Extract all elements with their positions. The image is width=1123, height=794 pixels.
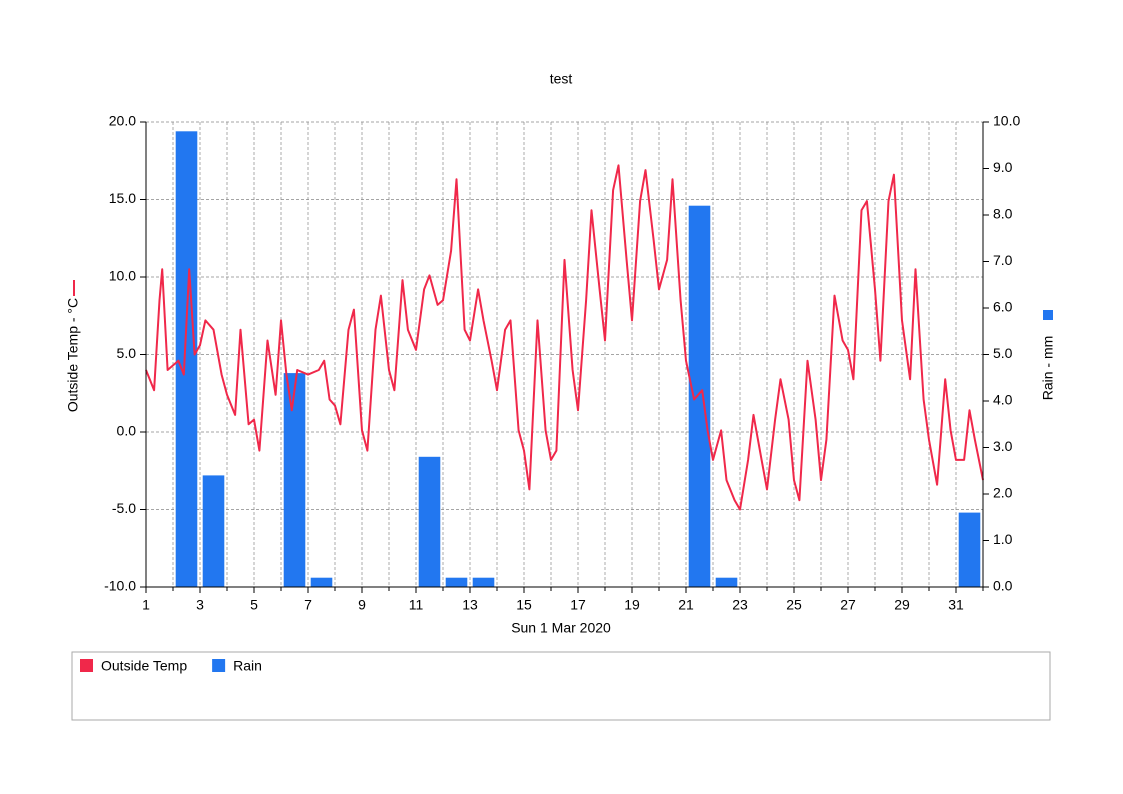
y2-tick-label: 2.0	[993, 485, 1013, 501]
legend-label: Outside Temp	[101, 658, 187, 674]
bar	[715, 577, 738, 587]
y2-tick-label: 5.0	[993, 345, 1013, 361]
x-tick-label: 1	[142, 597, 150, 613]
bar	[202, 475, 225, 587]
x-tick-label: 25	[786, 597, 802, 613]
legend-box	[71, 651, 1051, 721]
bar	[472, 577, 495, 587]
line	[145, 164, 984, 511]
y-tick-label: -10.0	[104, 578, 136, 594]
y2-tick-label: 1.0	[993, 531, 1013, 547]
y2-tick-label: 4.0	[993, 392, 1013, 408]
y-tick-label: -5.0	[112, 500, 136, 516]
x-tick-label: 31	[948, 597, 964, 613]
x-tick-label: 3	[196, 597, 204, 613]
chart-title: test	[550, 71, 573, 87]
legend-swatch	[212, 659, 226, 672]
x-tick-label: 7	[304, 597, 312, 613]
bar	[283, 373, 306, 587]
y2-tick-label: 10.0	[993, 113, 1020, 129]
x-tick-label: 11	[409, 597, 424, 613]
y-tick-label: 5.0	[117, 345, 137, 361]
bar	[688, 205, 711, 587]
x-tick-label: 27	[840, 597, 856, 613]
y2-tick-label: 6.0	[993, 299, 1013, 315]
bar	[958, 512, 981, 587]
bar	[418, 456, 441, 587]
y2-tick-label: 8.0	[993, 206, 1013, 222]
legend-swatch	[80, 659, 93, 672]
bar	[175, 131, 198, 588]
y2-tick-label: 7.0	[993, 252, 1013, 268]
y-axis-label: Outside Temp - °C	[65, 298, 81, 412]
y2-axis-label: Rain - mm	[1040, 336, 1056, 401]
y2-tick-label: 9.0	[993, 159, 1013, 175]
legend-label: Rain	[233, 658, 262, 674]
y-tick-label: 20.0	[109, 113, 136, 129]
x-tick-label: 19	[624, 597, 640, 613]
bar	[445, 577, 468, 587]
x-tick-label: 15	[516, 597, 532, 613]
y-tick-label: 15.0	[109, 190, 136, 206]
x-tick-label: 29	[894, 597, 910, 613]
y-tick-label: 0.0	[117, 423, 137, 439]
x-tick-label: 9	[358, 597, 366, 613]
x-tick-label: 5	[250, 597, 258, 613]
x-tick-label: 21	[678, 597, 694, 613]
y2-axis-marker	[1043, 310, 1053, 320]
x-tick-label: 23	[732, 597, 748, 613]
x-tick-label: 13	[462, 597, 478, 613]
x-tick-label: 17	[570, 597, 586, 613]
y2-tick-label: 0.0	[993, 578, 1013, 594]
x-axis-label: Sun 1 Mar 2020	[511, 620, 611, 636]
y-tick-label: 10.0	[109, 268, 136, 284]
bar	[310, 577, 333, 587]
y2-tick-label: 3.0	[993, 438, 1013, 454]
